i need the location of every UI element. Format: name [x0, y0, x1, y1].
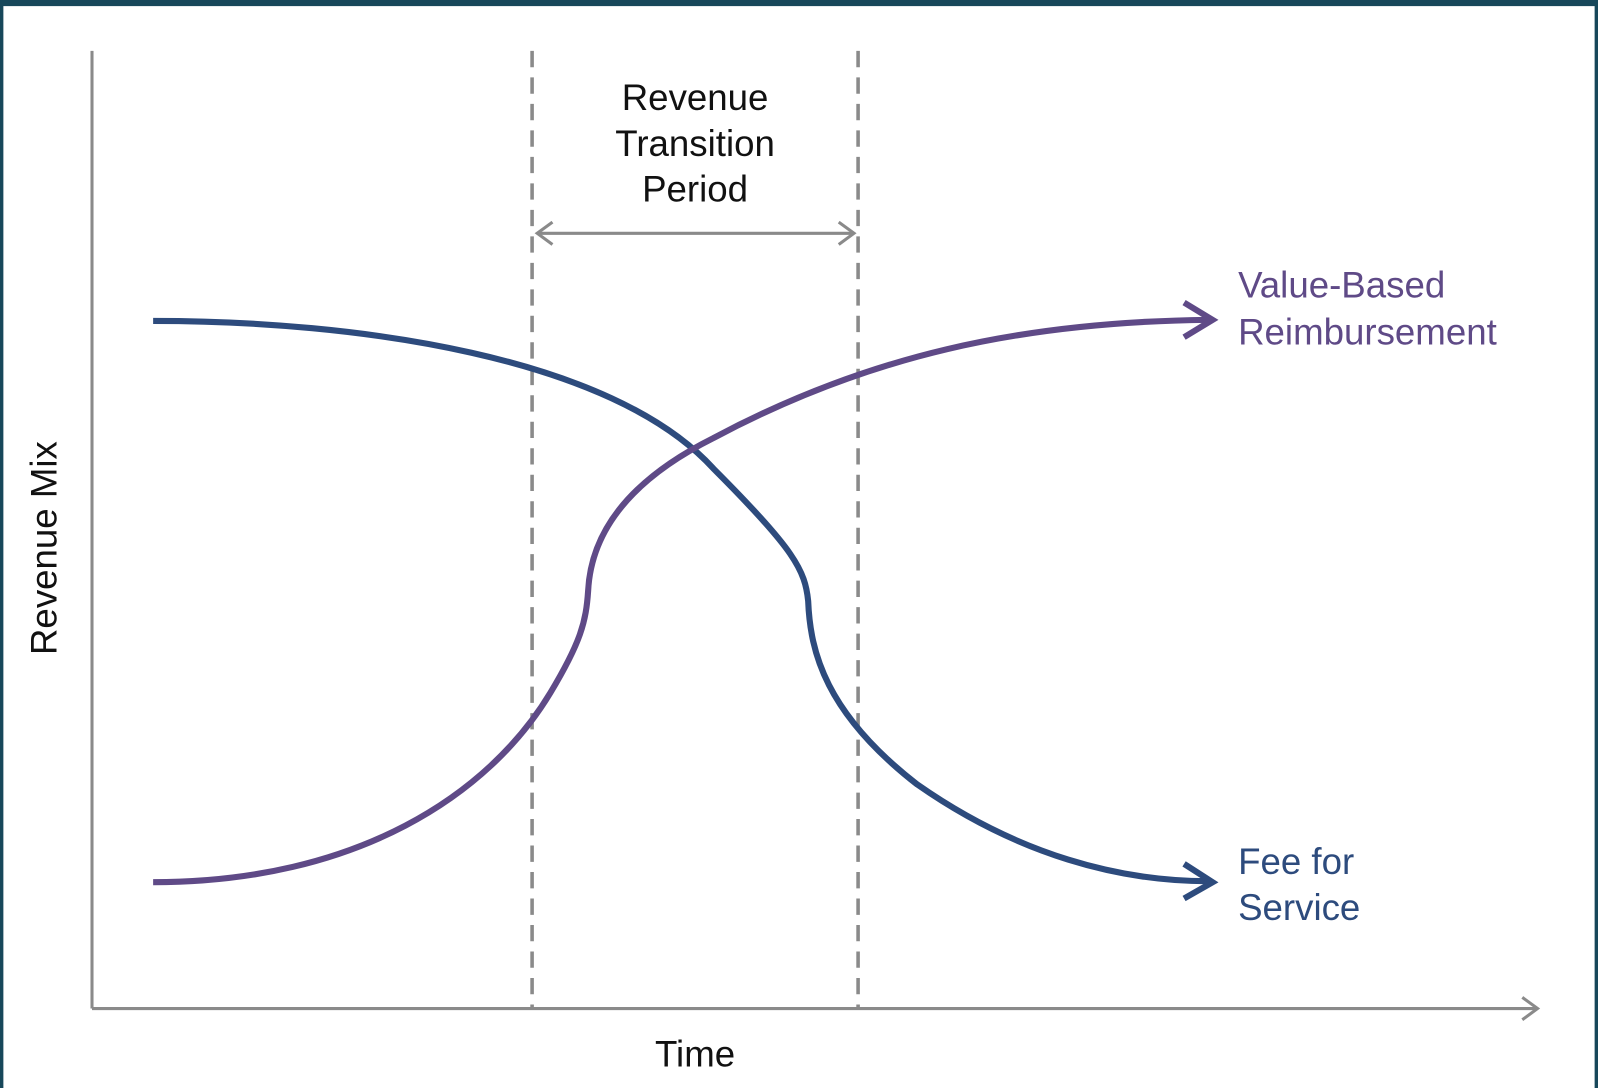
x-axis-label: Time: [655, 1034, 735, 1075]
y-axis-label: Revenue Mix: [23, 441, 64, 655]
period-arrow-left: [534, 220, 554, 246]
value-based-label: Reimbursement: [1238, 311, 1497, 352]
transition-label: Period: [642, 169, 748, 210]
canvas: [3, 6, 1595, 1088]
transition-label: Revenue: [622, 77, 769, 118]
fee-curve: [153, 317, 1208, 885]
fee-label: Fee for: [1238, 841, 1354, 882]
value-curve: [153, 316, 1208, 886]
value-based-label: Value-Based: [1238, 264, 1445, 305]
period-arrow-right: [837, 220, 857, 246]
fee-arrow: [1182, 861, 1219, 902]
transition-label: Transition: [615, 123, 775, 164]
value-arrow: [1182, 299, 1219, 340]
fee-label: Service: [1238, 887, 1360, 928]
x-axis-arrow: [1521, 996, 1541, 1021]
